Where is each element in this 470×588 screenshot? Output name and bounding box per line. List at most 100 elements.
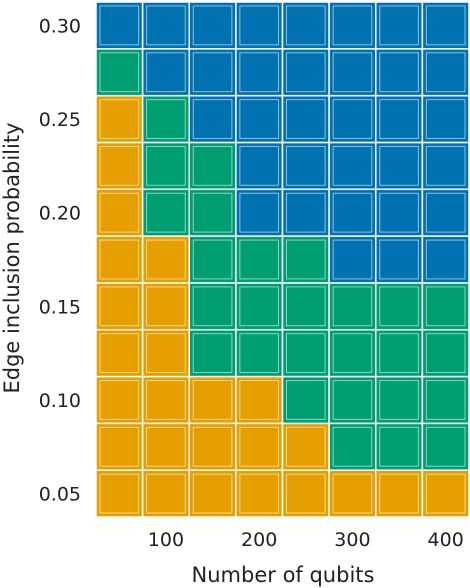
heatmap-cell <box>421 48 470 97</box>
heatmap-cell <box>235 1 284 50</box>
heatmap-cell <box>281 141 330 191</box>
heatmap-cell <box>188 48 237 97</box>
heatmap-cell <box>95 375 144 425</box>
heatmap-cell <box>141 469 190 518</box>
heatmap-cell <box>141 188 190 237</box>
heatmap-cell <box>188 235 237 284</box>
heatmap-cell <box>235 282 284 331</box>
heatmap-cell <box>328 188 377 237</box>
heatmap-cell <box>235 141 284 191</box>
heatmap-cell <box>95 469 144 518</box>
heatmap-cell <box>188 282 237 331</box>
heatmap-cell <box>421 422 470 471</box>
heatmap-cell <box>188 375 237 425</box>
heatmap-cell <box>421 235 470 284</box>
heatmap-cell <box>421 1 470 50</box>
heatmap-cell <box>375 422 424 471</box>
heatmap-cell <box>328 235 377 284</box>
heatmap-cell <box>141 282 190 331</box>
heatmap-cell <box>328 469 377 518</box>
heatmap-cell <box>235 469 284 518</box>
heatmap-cell <box>235 422 284 471</box>
heatmap-cell <box>375 282 424 331</box>
heatmap-cell <box>328 375 377 425</box>
heatmap-cell <box>141 375 190 425</box>
heatmap-cell <box>95 235 144 284</box>
heatmap-cell <box>421 282 470 331</box>
heatmap-cell <box>328 422 377 471</box>
heatmap-cell <box>95 1 144 50</box>
heatmap-cell <box>141 235 190 284</box>
heatmap-cell <box>421 328 470 378</box>
y-tick-label: 0.15 <box>39 296 81 318</box>
heatmap-cell <box>235 235 284 284</box>
heatmap-cell <box>375 141 424 191</box>
heatmap-cell <box>281 422 330 471</box>
x-axis-ticks: 100 200 300 400 <box>148 529 464 551</box>
heatmap-cell <box>141 422 190 471</box>
heatmap-cell <box>375 1 424 50</box>
heatmap-cell <box>421 375 470 425</box>
heatmap-cell <box>95 141 144 191</box>
heatmap-cells <box>95 1 470 518</box>
x-axis-label: Number of qubits <box>192 563 375 587</box>
x-tick-label: 200 <box>241 529 277 551</box>
heatmap-cell <box>328 1 377 50</box>
heatmap-cell <box>235 375 284 425</box>
heatmap-cell <box>281 235 330 284</box>
heatmap-cell <box>421 469 470 518</box>
heatmap-cell <box>281 188 330 237</box>
heatmap-cell <box>328 48 377 97</box>
heatmap-cell <box>188 469 237 518</box>
x-tick-label: 100 <box>148 529 184 551</box>
heatmap-cell <box>95 328 144 378</box>
heatmap-cell <box>421 141 470 191</box>
heatmap-cell <box>375 188 424 237</box>
heatmap-cell <box>95 282 144 331</box>
heatmap-cell <box>421 94 470 144</box>
heatmap-cell <box>375 94 424 144</box>
heatmap-cell <box>188 94 237 144</box>
heatmap-cell <box>281 48 330 97</box>
heatmap-cell <box>328 94 377 144</box>
heatmap-cell <box>95 422 144 471</box>
heatmap-cell <box>281 94 330 144</box>
heatmap-cell <box>188 141 237 191</box>
heatmap-cell <box>281 1 330 50</box>
heatmap-cell <box>95 188 144 237</box>
y-tick-label: 0.05 <box>39 484 81 506</box>
heatmap-cell <box>141 94 190 144</box>
y-axis-label: Edge inclusion probability <box>0 122 24 393</box>
heatmap-cell <box>235 188 284 237</box>
heatmap-cell <box>235 48 284 97</box>
heatmap-cell <box>421 188 470 237</box>
heatmap-cell <box>141 141 190 191</box>
x-tick-label: 300 <box>334 529 370 551</box>
heatmap-cell <box>141 1 190 50</box>
heatmap-cell <box>141 48 190 97</box>
heatmap-cell <box>235 328 284 378</box>
heatmap-cell <box>375 48 424 97</box>
y-tick-label: 0.30 <box>39 15 81 37</box>
heatmap-cell <box>141 328 190 378</box>
heatmap-cell <box>188 422 237 471</box>
y-tick-label: 0.20 <box>39 203 81 225</box>
heatmap-cell <box>375 235 424 284</box>
heatmap-cell <box>188 328 237 378</box>
heatmap-cell <box>188 188 237 237</box>
heatmap-cell <box>375 328 424 378</box>
y-tick-label: 0.10 <box>39 390 81 412</box>
heatmap-cell <box>375 469 424 518</box>
y-tick-label: 0.25 <box>39 109 81 131</box>
heatmap-cell <box>328 141 377 191</box>
y-axis-ticks: 0.05 0.10 0.15 0.20 0.25 0.30 <box>39 15 81 505</box>
heatmap-cell <box>375 375 424 425</box>
heatmap-cell <box>188 1 237 50</box>
heatmap-cell <box>328 328 377 378</box>
heatmap-cell <box>95 48 144 97</box>
heatmap-cell <box>281 469 330 518</box>
heatmap-cell <box>281 282 330 331</box>
heatmap-cell <box>281 375 330 425</box>
heatmap-cell <box>95 94 144 144</box>
